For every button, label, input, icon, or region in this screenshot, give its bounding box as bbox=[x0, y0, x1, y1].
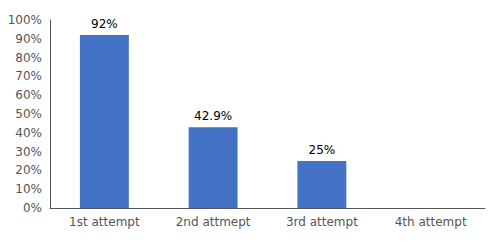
svg-text:30%: 30% bbox=[15, 145, 42, 159]
svg-text:10%: 10% bbox=[15, 182, 42, 196]
svg-text:4th attempt: 4th attempt bbox=[395, 215, 467, 229]
svg-text:60%: 60% bbox=[15, 88, 42, 102]
svg-text:40%: 40% bbox=[15, 126, 42, 140]
svg-text:0%: 0% bbox=[23, 201, 42, 215]
svg-text:100%: 100% bbox=[8, 13, 42, 27]
svg-text:3rd attempt: 3rd attempt bbox=[286, 215, 358, 229]
svg-text:92%: 92% bbox=[91, 17, 118, 31]
svg-text:42.9%: 42.9% bbox=[194, 109, 232, 123]
svg-text:90%: 90% bbox=[15, 32, 42, 46]
svg-text:50%: 50% bbox=[15, 107, 42, 121]
svg-text:20%: 20% bbox=[15, 163, 42, 177]
svg-text:1st attempt: 1st attempt bbox=[69, 215, 140, 229]
svg-text:70%: 70% bbox=[15, 69, 42, 83]
svg-text:80%: 80% bbox=[15, 51, 42, 65]
svg-text:25%: 25% bbox=[309, 143, 336, 157]
svg-text:2nd attmept: 2nd attmept bbox=[176, 215, 251, 229]
